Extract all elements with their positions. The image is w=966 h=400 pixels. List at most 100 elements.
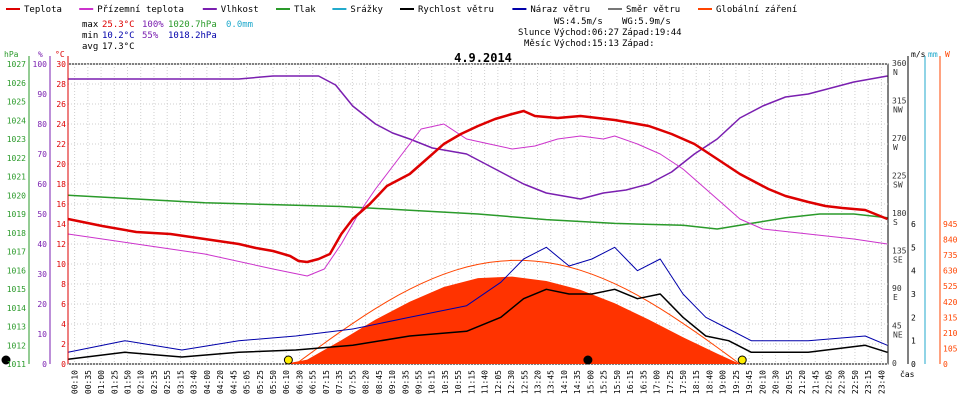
legend-label-8: Globální záření: [716, 5, 797, 15]
w-tick: 525: [943, 282, 958, 291]
hpa-tick: 1022: [7, 154, 26, 163]
stats-min-press: 1018.2hPa: [168, 31, 217, 41]
x-tick-label: 18:40: [705, 370, 714, 394]
pct-tick: 10: [37, 330, 47, 339]
hpa-tick: 1016: [7, 266, 26, 275]
pct-tick: 40: [37, 240, 47, 249]
stats-min-hum: 55%: [142, 31, 159, 41]
x-tick-label: 01:25: [110, 370, 119, 394]
pct-tick: 20: [37, 300, 47, 309]
unit-ms: m/s: [911, 50, 926, 59]
w-tick: 0: [943, 360, 948, 369]
dir-tick: 270: [892, 134, 907, 143]
hpa-tick: 1025: [7, 98, 26, 107]
moon-label: Měsíc: [524, 39, 551, 49]
x-tick-label: 02:55: [163, 370, 172, 394]
w-tick: 630: [943, 267, 958, 276]
x-tick-label: 10:55: [454, 370, 463, 394]
pct-tick: 100: [33, 60, 48, 69]
degc-tick: 20: [56, 160, 66, 169]
pct-tick: 60: [37, 180, 47, 189]
sun-set: Západ:19:44: [622, 28, 682, 38]
ms-tick: 6: [911, 220, 916, 229]
stats-avg-label: avg: [82, 42, 98, 52]
x-tick-label: 05:25: [256, 370, 265, 394]
x-tick-label: 03:15: [176, 370, 185, 394]
hpa-tick: 1015: [7, 285, 26, 294]
stats-max-press: 1020.7hPa: [168, 20, 217, 30]
unit-time: čas: [900, 369, 915, 379]
series-vlhkost: [68, 75, 888, 200]
dir-label: N: [893, 68, 898, 77]
x-tick-label: 10:35: [441, 370, 450, 394]
x-tick-label: 16:15: [626, 370, 635, 394]
wind-ws: WS:4.5m/s: [554, 17, 603, 27]
hpa-tick: 1024: [7, 116, 26, 125]
legend-label-6: Náraz větru: [530, 5, 590, 15]
unit-degc: °C: [55, 50, 65, 59]
x-tick-label: 23:15: [864, 370, 873, 394]
sun-rise: Východ:06:27: [554, 28, 619, 38]
hpa-tick: 1012: [7, 341, 26, 350]
w-tick: 315: [943, 313, 958, 322]
x-tick-label: 05:50: [269, 370, 278, 394]
x-tick-label: 15:00: [586, 370, 595, 394]
legend-label-2: Vlhkost: [221, 5, 259, 15]
stats-min-label: min: [82, 31, 98, 41]
pct-tick: 50: [37, 210, 47, 219]
w-tick: 105: [943, 344, 958, 353]
x-tick-label: 19:45: [745, 370, 754, 394]
x-tick-label: 02:10: [137, 370, 146, 394]
degc-tick: 26: [56, 100, 66, 109]
stats-max-rain: 0.0mm: [226, 20, 253, 30]
x-tick-label: 21:45: [811, 370, 820, 394]
axes: 1011101210131014101510161017101810191020…: [7, 56, 958, 369]
x-tick-label: 05:05: [243, 370, 252, 394]
x-tick-label: 04:45: [229, 370, 238, 394]
w-tick: 420: [943, 298, 958, 307]
x-tick-label: 22:05: [824, 370, 833, 394]
dir-tick: 180: [892, 209, 907, 218]
series-náraz-větru: [67, 246, 888, 353]
x-tick-label: 19:25: [732, 370, 741, 394]
x-tick-label: 23:40: [877, 370, 886, 394]
moon-marker-left: [1, 355, 11, 365]
x-tick-label: 16:35: [639, 370, 648, 394]
x-tick-label: 02:35: [150, 370, 159, 394]
dir-label: NW: [893, 106, 903, 115]
x-tick-label: 06:55: [309, 370, 318, 394]
x-tick-label: 06:10: [282, 370, 291, 394]
sun-moon-block: WS:4.5m/s WG:5.9m/s Slunce Východ:06:27 …: [518, 17, 682, 49]
x-tick-label: 03:40: [190, 370, 199, 394]
degc-tick: 22: [56, 140, 66, 149]
x-tick-label: 15:50: [613, 370, 622, 394]
moonrise-marker: [583, 355, 593, 365]
x-tick-label: 18:15: [692, 370, 701, 394]
degc-tick: 6: [61, 300, 66, 309]
x-tick-label: 21:20: [798, 370, 807, 394]
x-tick-label: 13:45: [547, 370, 556, 394]
legend-label-1: Přízemní teplota: [97, 5, 184, 15]
stats-max-label: max: [82, 20, 99, 30]
series-radiation-area: [284, 276, 740, 364]
x-tick-label: 17:50: [679, 370, 688, 394]
unit-mm: mm: [928, 50, 938, 59]
dir-tick: 135: [892, 247, 907, 256]
x-tick-label: 17:25: [666, 370, 675, 394]
dir-label: SW: [893, 181, 903, 190]
dir-tick: 315: [892, 97, 907, 106]
hpa-tick: 1014: [7, 304, 26, 313]
dir-label: SE: [893, 256, 903, 265]
series-přízemní-teplota: [67, 123, 888, 277]
degc-tick: 24: [56, 120, 66, 129]
pct-tick: 0: [42, 360, 47, 369]
sunrise-marker: [283, 355, 293, 365]
x-tick-label: 07:15: [322, 370, 331, 394]
series-rychlost-větru: [67, 288, 888, 361]
hpa-tick: 1017: [7, 248, 26, 257]
dir-tick: 225: [892, 172, 907, 181]
ms-tick: 2: [911, 313, 916, 322]
stats-block: max 25.3°C 100% 1020.7hPa 0.0mm min 10.2…: [82, 20, 253, 52]
pct-tick: 70: [37, 150, 47, 159]
